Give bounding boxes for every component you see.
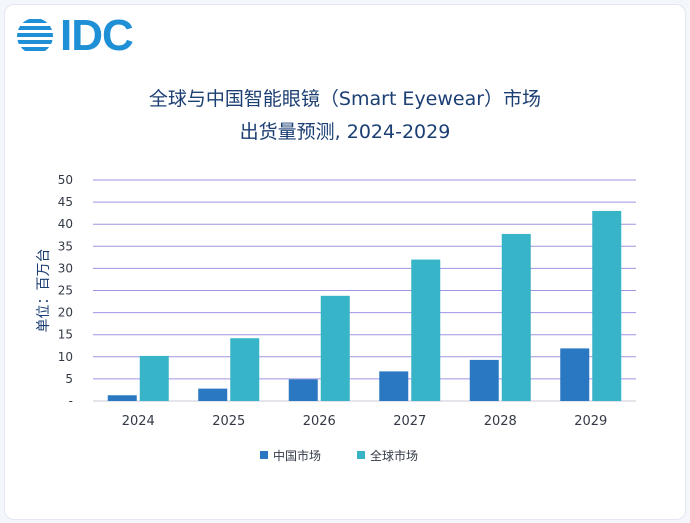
bar-global-2025 xyxy=(230,338,260,401)
legend-swatch-1 xyxy=(357,451,365,459)
x-tick-label: 2027 xyxy=(393,414,426,429)
bar-china-2026 xyxy=(288,379,318,401)
logo-text: IDC xyxy=(60,11,134,60)
bar-china-2025 xyxy=(198,388,228,401)
bar-global-2028 xyxy=(501,233,531,401)
x-tick-label: 2025 xyxy=(212,414,245,429)
y-tick-label: 40 xyxy=(58,217,73,231)
legend-label-0: 中国市场 xyxy=(273,448,321,463)
chart-subtitle: 出货量预测, 2024-2029 xyxy=(239,121,451,143)
y-tick-label: 35 xyxy=(58,239,73,253)
y-tick-label: 10 xyxy=(58,350,73,364)
y-tick-label: 30 xyxy=(58,261,73,275)
x-tick-label: 2029 xyxy=(574,414,607,429)
bar-china-2024 xyxy=(107,395,137,401)
x-tick-label: 2026 xyxy=(303,414,336,429)
y-axis-title: 单位：百万台 xyxy=(36,249,52,333)
y-tick-label: 45 xyxy=(58,195,73,209)
bar-china-2027 xyxy=(379,371,409,401)
x-tick-label: 2028 xyxy=(484,414,517,429)
y-tick-label: - xyxy=(69,394,73,408)
y-tick-label: 5 xyxy=(65,372,73,386)
y-tick-label: 25 xyxy=(58,284,73,298)
y-tick-label: 15 xyxy=(58,328,73,342)
legend-swatch-0 xyxy=(260,451,268,459)
bar-china-2028 xyxy=(469,359,499,401)
x-tick-label: 2024 xyxy=(122,414,155,429)
globe-icon xyxy=(17,19,53,51)
bar-global-2027 xyxy=(411,259,441,401)
y-tick-label: 20 xyxy=(58,306,73,320)
card-frame xyxy=(4,4,686,520)
chart-title: 全球与中国智能眼镜（Smart Eyewear）市场 xyxy=(148,88,542,110)
idc-logo: IDC xyxy=(16,11,134,60)
bar-global-2029 xyxy=(592,210,622,401)
bar-global-2026 xyxy=(320,295,350,401)
y-tick-label: 50 xyxy=(58,173,73,187)
bar-china-2029 xyxy=(560,348,590,401)
bar-global-2024 xyxy=(139,355,169,401)
legend-label-1: 全球市场 xyxy=(370,448,418,463)
